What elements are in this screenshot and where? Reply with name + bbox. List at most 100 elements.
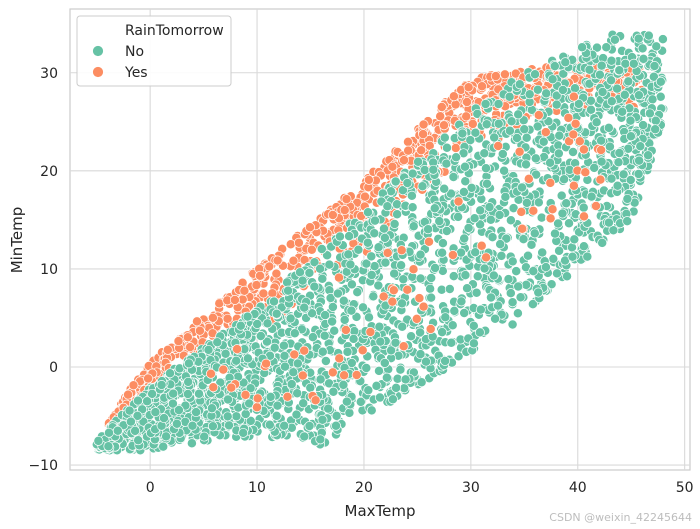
scatter-point-no bbox=[183, 376, 194, 387]
scatter-point-no bbox=[479, 263, 490, 274]
scatter-point-yes bbox=[192, 316, 202, 327]
scatter-point-no bbox=[397, 298, 407, 309]
scatter-point-no bbox=[242, 353, 253, 364]
scatter-point-no bbox=[392, 199, 402, 210]
scatter-point-no bbox=[554, 245, 565, 256]
scatter-point-yes bbox=[517, 223, 528, 234]
scatter-point-no bbox=[541, 88, 552, 99]
scatter-point-yes bbox=[255, 270, 265, 281]
scatter-point-yes bbox=[435, 111, 446, 122]
scatter-point-no bbox=[430, 263, 441, 273]
scatter-point-no bbox=[550, 228, 560, 239]
scatter-point-no bbox=[451, 152, 462, 163]
scatter-point-no bbox=[486, 292, 496, 303]
scatter-point-no bbox=[417, 181, 428, 192]
scatter-point-yes bbox=[547, 204, 558, 215]
legend-marker-yes bbox=[92, 66, 104, 78]
scatter-point-yes bbox=[339, 205, 350, 216]
scatter-point-no bbox=[503, 274, 514, 285]
legend-marker-no bbox=[92, 45, 104, 57]
scatter-point-no bbox=[633, 90, 644, 101]
scatter-point-no bbox=[547, 74, 558, 85]
scatter-point-no bbox=[327, 302, 338, 312]
scatter-point-no bbox=[305, 382, 316, 393]
scatter-point-yes bbox=[574, 136, 585, 147]
scatter-point-yes bbox=[310, 395, 321, 406]
scatter-point-no bbox=[369, 261, 380, 272]
scatter-point-no bbox=[628, 58, 639, 69]
scatter-point-yes bbox=[467, 118, 478, 129]
scatter-point-yes bbox=[258, 288, 269, 299]
scatter-point-no bbox=[342, 346, 353, 357]
scatter-point-no bbox=[112, 425, 123, 436]
scatter-point-no bbox=[328, 386, 339, 397]
scatter-point-no bbox=[578, 202, 589, 213]
scatter-point-no bbox=[521, 159, 531, 170]
scatter-point-no bbox=[444, 284, 455, 294]
x-tick-label: 30 bbox=[462, 480, 480, 496]
scatter-point-no bbox=[428, 164, 439, 175]
scatter-point-yes bbox=[357, 345, 368, 356]
scatter-point-no bbox=[235, 320, 246, 331]
scatter-point-no bbox=[194, 388, 204, 399]
scatter-point-no bbox=[272, 400, 283, 411]
scatter-point-yes bbox=[251, 280, 262, 291]
scatter-point-no bbox=[524, 89, 535, 100]
scatter-point-yes bbox=[282, 391, 293, 402]
scatter-point-no bbox=[315, 374, 326, 385]
scatter-point-no bbox=[538, 136, 549, 147]
scatter-point-no bbox=[369, 228, 380, 239]
scatter-point-no bbox=[289, 328, 300, 339]
scatter-point-no bbox=[528, 266, 539, 277]
scatter-point-no bbox=[499, 165, 510, 176]
scatter-point-no bbox=[352, 287, 363, 298]
scatter-point-no bbox=[481, 119, 492, 130]
scatter-point-no bbox=[475, 304, 486, 315]
scatter-point-no bbox=[612, 83, 623, 94]
scatter-point-no bbox=[552, 268, 562, 279]
scatter-point-no bbox=[582, 251, 593, 262]
scatter-point-no bbox=[390, 176, 401, 187]
scatter-point-no bbox=[507, 319, 518, 330]
scatter-point-yes bbox=[289, 349, 300, 360]
scatter-point-no bbox=[554, 130, 565, 141]
scatter-point-no bbox=[402, 178, 413, 188]
scatter-point-no bbox=[446, 337, 457, 348]
scatter-point-yes bbox=[568, 91, 579, 102]
scatter-point-yes bbox=[232, 344, 243, 355]
legend-label-no: No bbox=[125, 44, 144, 60]
scatter-point-no bbox=[298, 398, 309, 409]
scatter-point-yes bbox=[341, 194, 352, 205]
scatter-point-no bbox=[355, 396, 366, 407]
scatter-point-no bbox=[255, 331, 266, 341]
scatter-point-no bbox=[379, 223, 389, 234]
scatter-point-no bbox=[345, 259, 356, 270]
scatter-point-no bbox=[406, 331, 417, 342]
scatter-point-no bbox=[591, 117, 602, 128]
scatter-point-no bbox=[320, 356, 331, 366]
scatter-point-no bbox=[363, 385, 374, 396]
scatter-point-no bbox=[262, 318, 273, 329]
scatter-point-no bbox=[584, 64, 595, 75]
scatter-point-no bbox=[386, 186, 396, 197]
scatter-point-no bbox=[269, 342, 280, 353]
y-tick-label: 10 bbox=[40, 262, 58, 278]
scatter-point-no bbox=[400, 374, 411, 385]
scatter-point-yes bbox=[545, 213, 556, 224]
scatter-point-no bbox=[161, 431, 172, 442]
scatter-point-no bbox=[183, 358, 194, 369]
scatter-point-no bbox=[437, 327, 448, 338]
scatter-point-no bbox=[603, 122, 614, 133]
scatter-point-no bbox=[622, 216, 633, 227]
scatter-point-no bbox=[549, 61, 560, 72]
scatter-point-yes bbox=[411, 313, 422, 324]
scatter-point-no bbox=[560, 57, 571, 68]
y-tick-label: 20 bbox=[40, 164, 58, 180]
scatter-point-no bbox=[512, 308, 523, 319]
scatter-point-no bbox=[548, 253, 559, 264]
scatter-point-no bbox=[317, 414, 328, 425]
scatter-point-no bbox=[448, 172, 459, 182]
scatter-point-yes bbox=[418, 129, 429, 140]
scatter-point-yes bbox=[128, 380, 139, 391]
scatter-point-no bbox=[159, 413, 169, 424]
